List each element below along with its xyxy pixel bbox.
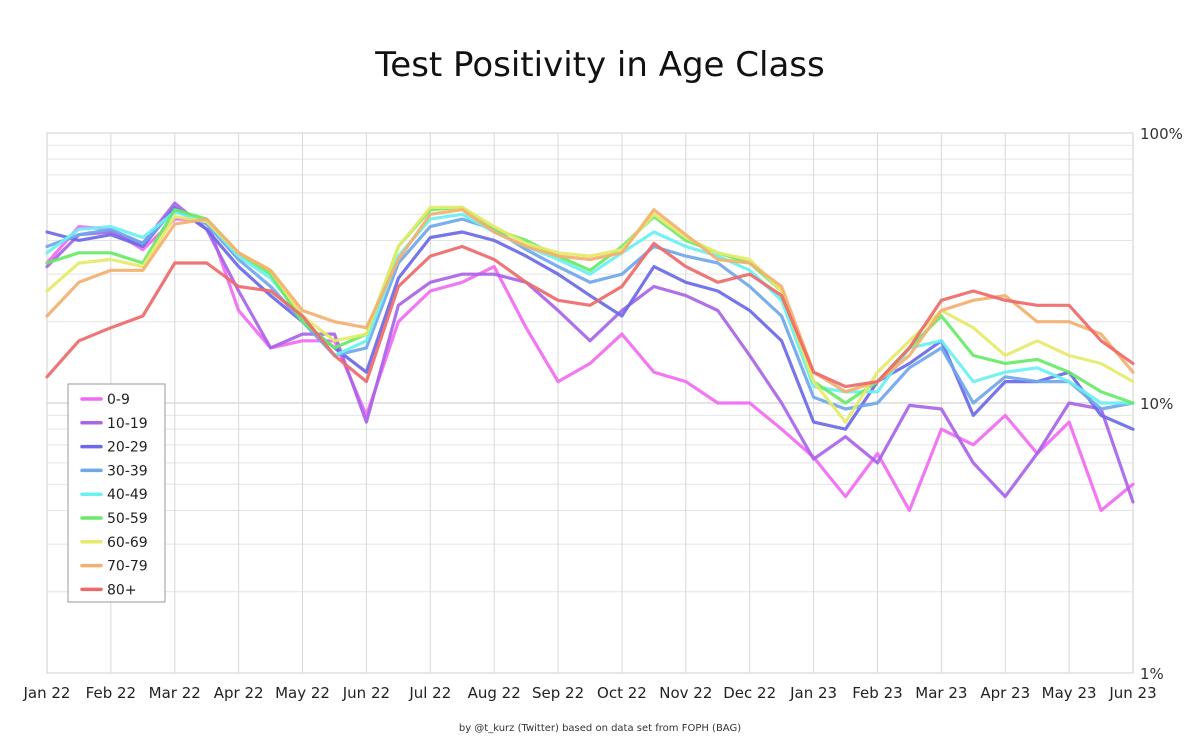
legend-label: 50-59	[107, 511, 148, 527]
series-layer	[45, 201, 1135, 512]
x-tick-label: Apr 22	[214, 684, 264, 702]
legend: 0-9 10-19 20-29 30-39 40-49 50-59 60-69 70-79 80…	[67, 383, 166, 603]
legend-label: 20-29	[107, 440, 148, 456]
legend-label: 70-79	[107, 559, 148, 575]
x-tick-label: Jan 23	[789, 684, 837, 702]
grid	[46, 132, 1134, 674]
x-tick-label: Sep 22	[532, 684, 584, 702]
x-tick-label: Nov 22	[659, 684, 712, 702]
series-line-30-39	[45, 208, 1135, 411]
x-tick-label: Mar 22	[149, 684, 201, 702]
x-tick-label: Oct 22	[597, 684, 647, 702]
legend-label: 10-19	[107, 416, 148, 432]
x-tick-label: May 23	[1042, 684, 1097, 702]
credit-text: by @t_kurz (Twitter) based on data set f…	[459, 723, 741, 734]
y-tick-label: 10%	[1140, 395, 1173, 413]
x-tick-label: Apr 23	[980, 684, 1030, 702]
x-tick-label: Feb 22	[86, 684, 136, 702]
legend-label: 40-49	[107, 487, 148, 503]
x-tick-label: Jan 22	[23, 684, 71, 702]
series-line-80+	[45, 241, 1135, 389]
series-line-70-79	[45, 208, 1135, 394]
x-tick-label: Feb 23	[852, 684, 902, 702]
series-line-10-19	[45, 201, 1135, 504]
x-tick-label: Jul 22	[408, 684, 451, 702]
y-tick-label: 1%	[1140, 665, 1164, 683]
x-tick-label: Aug 22	[468, 684, 521, 702]
chart-title: Test Positivity in Age Class	[374, 45, 824, 85]
x-tick-label: Jun 22	[342, 684, 390, 702]
x-axis: Jan 22 Feb 22 Mar 22 Apr 22 May 22 Jun 22 Jul …	[23, 684, 1157, 702]
legend-label: 80+	[107, 582, 137, 598]
x-tick-label: Dec 22	[723, 684, 776, 702]
y-axis: 100% 10% 1%	[1140, 125, 1183, 683]
legend-label: 60-69	[107, 535, 148, 551]
y-tick-label: 100%	[1140, 125, 1183, 143]
legend-label: 30-39	[107, 463, 148, 479]
legend-label: 0-9	[107, 392, 130, 408]
x-tick-label: May 22	[275, 684, 330, 702]
x-tick-label: Mar 23	[915, 684, 967, 702]
x-tick-label: Jun 23	[1108, 684, 1156, 702]
